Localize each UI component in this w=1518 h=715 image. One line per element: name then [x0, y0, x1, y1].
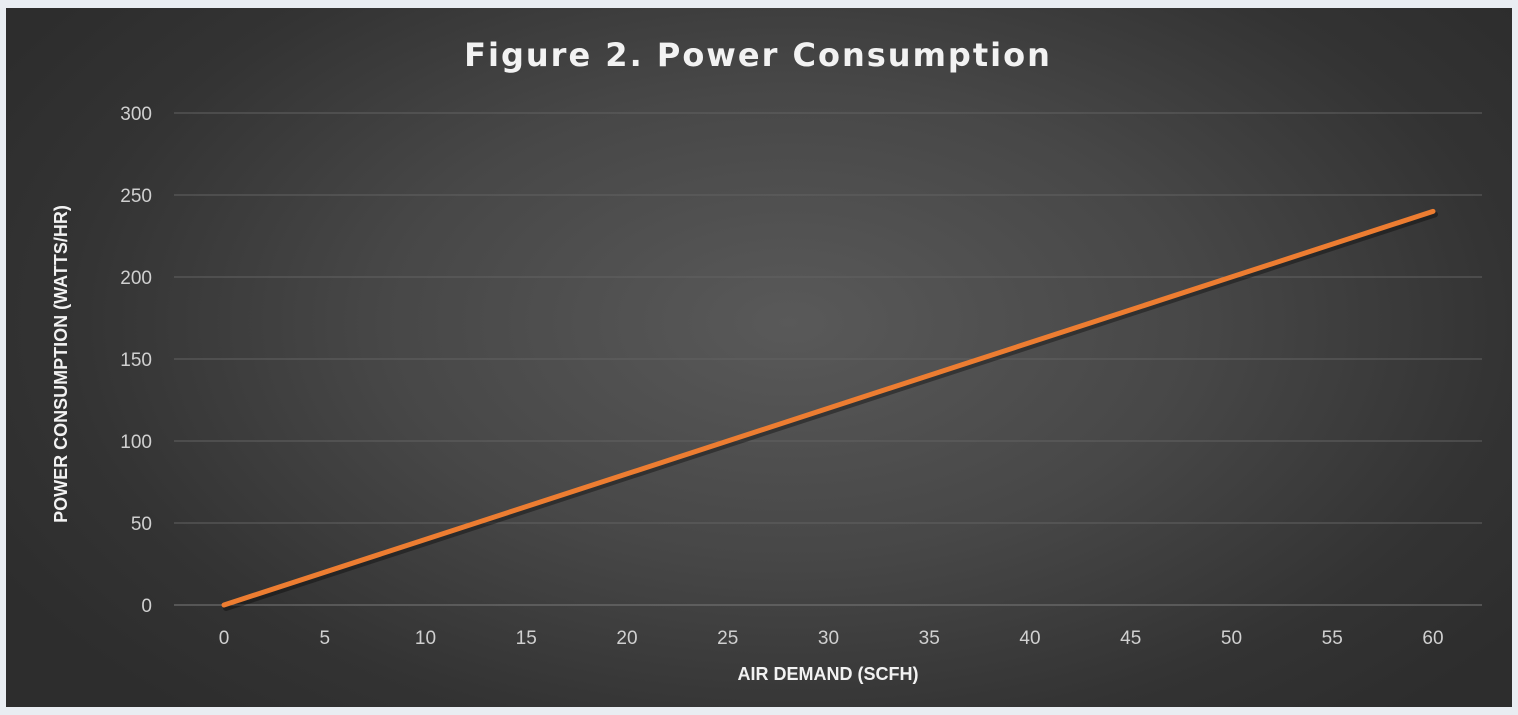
- x-tick-label: 55: [1322, 628, 1343, 649]
- x-tick-label: 40: [1019, 628, 1040, 649]
- x-tick-label: 60: [1422, 628, 1443, 649]
- x-tick-label: 20: [616, 628, 637, 649]
- y-tick-label: 200: [120, 268, 152, 289]
- x-tick-label: 25: [717, 628, 738, 649]
- chart-title: Figure 2. Power Consumption: [464, 36, 1052, 74]
- x-tick-label: 35: [919, 628, 940, 649]
- x-tick-label: 15: [516, 628, 537, 649]
- x-axis-ticks: 0 5 10 15 20 25 30 35 40 45 50 55 60: [219, 628, 1444, 649]
- x-tick-label: 5: [319, 628, 330, 649]
- x-tick-label: 10: [415, 628, 436, 649]
- gridlines: [174, 112, 1482, 606]
- chart-frame: Figure 2. Power Consumption 0 50 100 150 200…: [6, 8, 1512, 707]
- x-axis-label: AIR DEMAND (SCFH): [738, 664, 919, 684]
- y-tick-label: 300: [120, 104, 152, 125]
- x-tick-label: 0: [219, 628, 230, 649]
- x-tick-label: 45: [1120, 628, 1141, 649]
- x-tick-label: 50: [1221, 628, 1242, 649]
- series-layer: [221, 208, 1438, 611]
- y-tick-label: 250: [120, 186, 152, 207]
- y-axis-label: POWER CONSUMPTION (WATTS/HR): [51, 205, 71, 523]
- y-tick-label: 150: [120, 350, 152, 371]
- series-line-shadow: [223, 211, 1438, 611]
- y-axis-ticks: 0 50 100 150 200 250 300: [120, 104, 152, 617]
- series-line: [221, 208, 1436, 608]
- power-consumption-chart: Figure 2. Power Consumption 050100150200…: [51, 36, 1482, 684]
- y-tick-label: 0: [141, 596, 152, 617]
- y-tick-label: 50: [131, 514, 152, 535]
- x-tick-label: 30: [818, 628, 839, 649]
- y-tick-label: 100: [120, 432, 152, 453]
